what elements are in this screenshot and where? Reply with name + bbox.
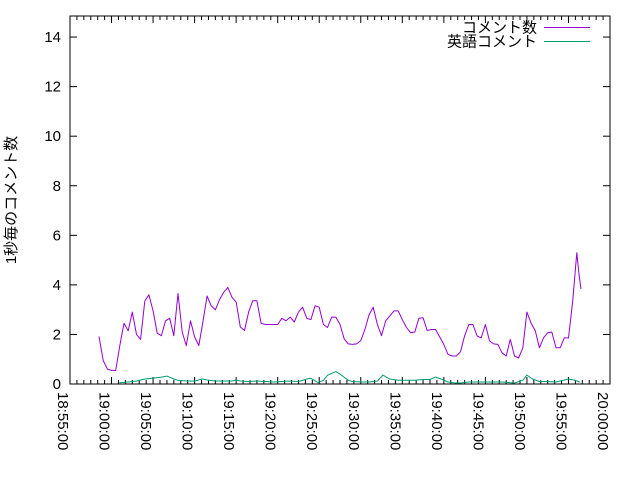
plot-border <box>69 15 611 385</box>
x-tick-label: 19:45:00 <box>469 392 486 450</box>
x-tick-label: 19:55:00 <box>552 392 569 450</box>
y-tick-label: 14 <box>44 29 61 46</box>
series-line-comment-count <box>98 252 582 371</box>
y-tick-label: 2 <box>53 326 61 343</box>
y-tick-label: 12 <box>44 79 61 96</box>
legend-label-comment-count: コメント数 <box>462 20 537 37</box>
y-tick-label: 0 <box>53 376 61 393</box>
x-tick-label: 18:55:00 <box>54 392 71 450</box>
y-tick-label: 8 <box>53 178 61 195</box>
x-tick-label: 19:00:00 <box>96 392 113 450</box>
y-axis-label: 1秒毎のコメント数 <box>3 136 20 264</box>
x-tick-label: 19:40:00 <box>428 392 445 450</box>
x-tick-label: 19:25:00 <box>303 392 320 450</box>
x-tick-label: 19:05:00 <box>137 392 154 450</box>
y-tick-label: 10 <box>44 128 61 145</box>
y-tick-label: 4 <box>53 277 61 294</box>
series-line-english-comments <box>119 371 580 384</box>
x-tick-label: 19:10:00 <box>179 392 196 450</box>
x-tick-label: 19:50:00 <box>511 392 528 450</box>
y-tick-label: 6 <box>53 227 61 244</box>
legend-item-comment-count: コメント数 <box>462 20 590 37</box>
x-tick-label: 19:15:00 <box>220 392 237 450</box>
legend-label-english-comments: 英語コメント <box>447 33 537 51</box>
x-tick-label: 19:35:00 <box>386 392 403 450</box>
legend-item-english-comments: 英語コメント <box>447 33 590 51</box>
x-tick-label: 19:30:00 <box>345 392 362 450</box>
x-tick-label: 20:00:00 <box>594 392 611 450</box>
x-tick-label: 19:20:00 <box>262 392 279 450</box>
